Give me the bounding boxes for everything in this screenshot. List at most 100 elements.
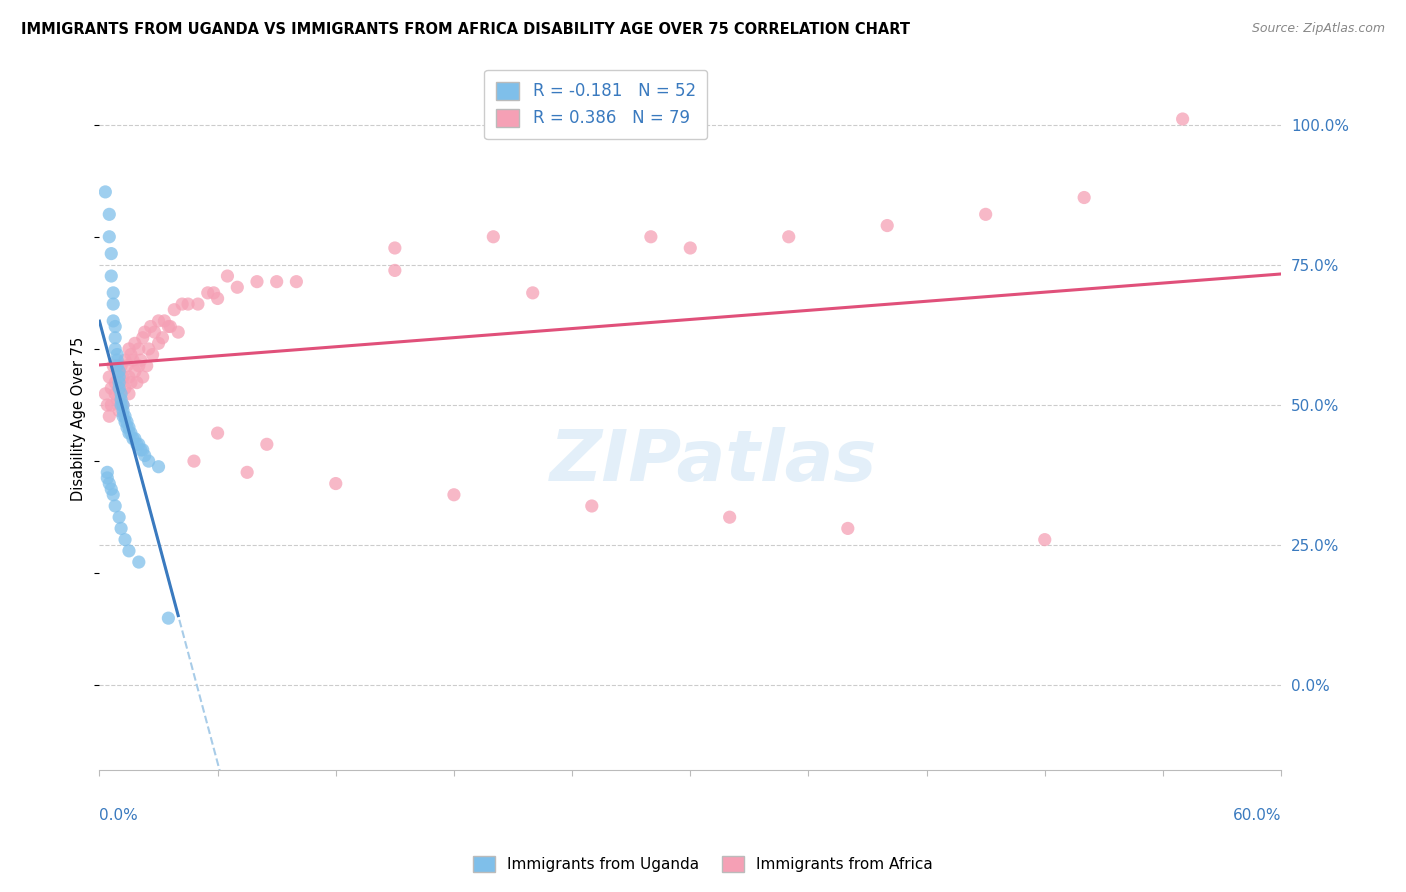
Point	[640, 229, 662, 244]
Point	[482, 229, 505, 244]
Point	[96, 471, 118, 485]
Point	[266, 275, 288, 289]
Point	[108, 364, 131, 378]
Point	[114, 533, 136, 547]
Point	[105, 359, 128, 373]
Point	[118, 426, 141, 441]
Point	[217, 268, 239, 283]
Text: 60.0%: 60.0%	[1233, 808, 1281, 823]
Legend: Immigrants from Uganda, Immigrants from Africa: Immigrants from Uganda, Immigrants from …	[465, 848, 941, 880]
Point	[108, 510, 131, 524]
Point	[1033, 533, 1056, 547]
Point	[103, 297, 125, 311]
Point	[115, 359, 138, 373]
Point	[94, 185, 117, 199]
Point	[122, 353, 145, 368]
Point	[108, 376, 131, 390]
Point	[98, 229, 121, 244]
Point	[128, 359, 150, 373]
Point	[148, 314, 170, 328]
Point	[142, 347, 165, 361]
Point	[148, 459, 170, 474]
Point	[132, 370, 155, 384]
Point	[104, 319, 127, 334]
Point	[285, 275, 308, 289]
Point	[118, 342, 141, 356]
Point	[837, 521, 859, 535]
Point	[236, 466, 259, 480]
Point	[98, 409, 121, 424]
Point	[876, 219, 898, 233]
Text: 0.0%: 0.0%	[100, 808, 138, 823]
Point	[246, 275, 269, 289]
Point	[183, 454, 205, 468]
Point	[114, 381, 136, 395]
Point	[128, 437, 150, 451]
Point	[118, 370, 141, 384]
Point	[104, 331, 127, 345]
Point	[778, 229, 800, 244]
Point	[108, 381, 131, 395]
Point	[384, 263, 406, 277]
Text: ZIPatlas: ZIPatlas	[550, 426, 877, 496]
Point	[108, 364, 131, 378]
Point	[132, 442, 155, 457]
Point	[207, 426, 229, 441]
Point	[974, 207, 997, 221]
Y-axis label: Disability Age Over 75: Disability Age Over 75	[72, 337, 86, 501]
Point	[1073, 190, 1095, 204]
Point	[129, 353, 152, 368]
Point	[679, 241, 702, 255]
Point	[139, 319, 162, 334]
Point	[128, 555, 150, 569]
Point	[118, 386, 141, 401]
Point	[197, 285, 219, 300]
Point	[124, 336, 146, 351]
Point	[177, 297, 200, 311]
Point	[98, 370, 121, 384]
Text: IMMIGRANTS FROM UGANDA VS IMMIGRANTS FROM AFRICA DISABILITY AGE OVER 75 CORRELAT: IMMIGRANTS FROM UGANDA VS IMMIGRANTS FRO…	[21, 22, 910, 37]
Point	[105, 392, 128, 407]
Point	[112, 398, 135, 412]
Point	[718, 510, 741, 524]
Point	[163, 302, 186, 317]
Point	[159, 319, 181, 334]
Point	[118, 420, 141, 434]
Point	[108, 403, 131, 417]
Point	[143, 325, 166, 339]
Point	[187, 297, 209, 311]
Point	[120, 426, 142, 441]
Point	[124, 364, 146, 378]
Point	[115, 420, 138, 434]
Point	[153, 314, 176, 328]
Point	[112, 409, 135, 424]
Point	[110, 521, 132, 535]
Point	[94, 386, 117, 401]
Point	[114, 415, 136, 429]
Point	[100, 482, 122, 496]
Point	[100, 268, 122, 283]
Point	[98, 476, 121, 491]
Point	[134, 449, 156, 463]
Point	[103, 359, 125, 373]
Point	[112, 403, 135, 417]
Point	[129, 442, 152, 457]
Point	[105, 353, 128, 368]
Point	[112, 398, 135, 412]
Point	[120, 347, 142, 361]
Point	[384, 241, 406, 255]
Point	[226, 280, 249, 294]
Point	[104, 386, 127, 401]
Point	[128, 342, 150, 356]
Legend: R = -0.181   N = 52, R = 0.386   N = 79: R = -0.181 N = 52, R = 0.386 N = 79	[484, 70, 707, 139]
Point	[115, 415, 138, 429]
Point	[148, 336, 170, 351]
Point	[207, 292, 229, 306]
Point	[96, 466, 118, 480]
Point	[104, 342, 127, 356]
Point	[114, 409, 136, 424]
Point	[122, 432, 145, 446]
Point	[256, 437, 278, 451]
Point	[157, 319, 180, 334]
Point	[443, 488, 465, 502]
